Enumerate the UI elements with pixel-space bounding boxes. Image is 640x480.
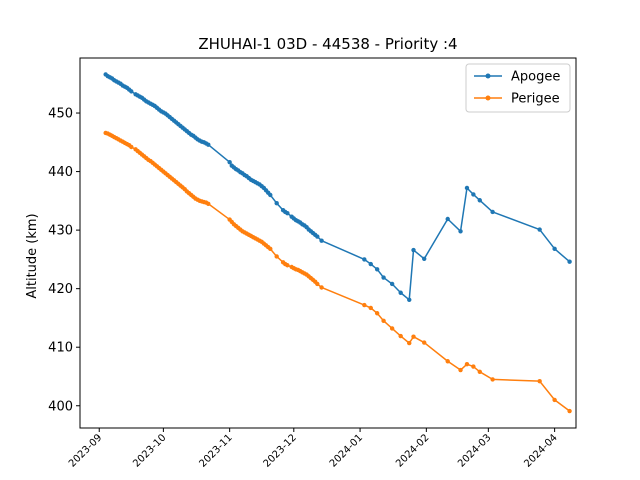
apogee-data-point — [407, 297, 412, 302]
plot-frame — [79, 57, 577, 429]
apogee-data-point — [389, 281, 395, 287]
apogee-data-point — [206, 142, 211, 147]
apogee-data-point — [411, 247, 416, 253]
apogee-data-point — [422, 256, 427, 262]
perigee-data-point — [490, 377, 495, 382]
apogee-data-point — [445, 216, 450, 222]
y-tick-label: 410 — [48, 341, 73, 356]
apogee-data-point — [471, 192, 476, 197]
perigee-data-point — [362, 302, 367, 308]
perigee-data-point — [381, 318, 386, 324]
perigee-data-point — [464, 361, 470, 367]
perigee-data-point — [319, 285, 324, 290]
apogee-data-point — [552, 246, 557, 252]
perigee-data-point — [445, 359, 450, 364]
y-tick-label: 420 — [48, 282, 73, 297]
apogee-data-point — [464, 185, 470, 191]
perigee-data-point — [552, 397, 557, 403]
apogee-data-point — [227, 160, 232, 165]
y-axis-label: Altitude (km) — [25, 213, 40, 298]
y-tick-label: 450 — [48, 107, 73, 122]
apogee-data-point — [368, 261, 373, 267]
legend-perigee-label: Perigee — [511, 92, 560, 107]
perigee-data-point — [374, 311, 380, 316]
perigee-data-point — [129, 144, 134, 150]
perigee-data-point — [477, 369, 482, 374]
perigee-data-point — [274, 254, 279, 259]
chart-title: ZHUHAI-1 03D - 44538 - Priority :4 — [198, 35, 457, 53]
perigee-data-point — [389, 326, 395, 331]
perigee-data-point — [471, 364, 476, 369]
apogee-data-point — [567, 259, 572, 264]
apogee-data-point — [477, 198, 482, 203]
legend-perigee-marker — [485, 95, 491, 101]
apogee-data-point — [458, 229, 463, 234]
perigee-data-point — [422, 340, 427, 345]
perigee-data-point — [458, 367, 463, 373]
apogee-data-point — [285, 210, 290, 216]
apogee-data-point — [398, 290, 403, 295]
apogee-data-point — [537, 227, 542, 232]
perigee-data-point — [567, 408, 572, 414]
legend-apogee-label: Apogee — [511, 70, 560, 85]
apogee-data-point — [362, 257, 367, 262]
perigee-data-point — [398, 333, 403, 339]
perigee-data-point — [285, 263, 290, 268]
perigee-data-point — [206, 201, 211, 206]
apogee-data-point — [381, 275, 386, 280]
perigee-data-point — [315, 281, 320, 287]
perigee-data-point — [268, 246, 273, 252]
perigee-data-point — [537, 378, 542, 384]
apogee-data-point — [129, 89, 134, 94]
apogee-data-point — [319, 238, 324, 243]
y-tick-label: 430 — [48, 224, 73, 239]
apogee-data-point — [315, 234, 320, 239]
apogee-data-point — [490, 209, 495, 215]
perigee-data-point — [368, 305, 373, 311]
legend-apogee-marker — [485, 73, 491, 79]
y-tick-label: 440 — [48, 165, 73, 180]
apogee-data-point — [274, 200, 279, 206]
apogee-data-point — [374, 267, 380, 272]
y-tick-label: 400 — [48, 399, 73, 414]
legend: Apogee Perigee — [465, 63, 571, 113]
perigee-data-point — [411, 334, 416, 339]
apogee-data-point — [268, 192, 273, 198]
perigee-data-point — [407, 340, 412, 346]
